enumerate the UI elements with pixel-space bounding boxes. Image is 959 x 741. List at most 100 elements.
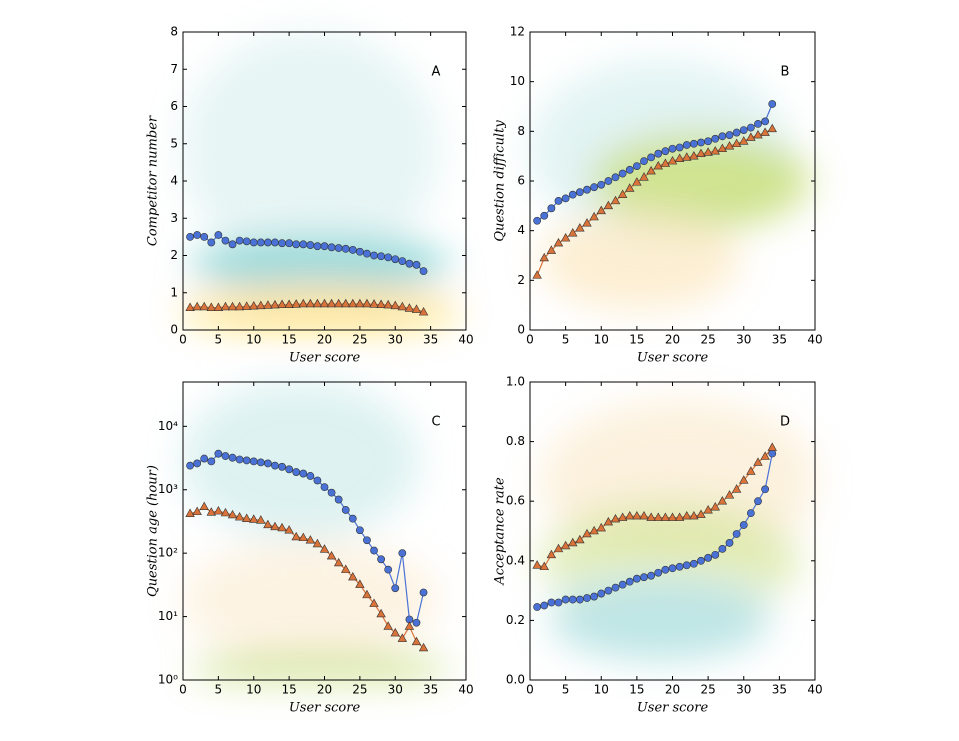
- x-tick-label: 35: [772, 683, 787, 697]
- triangle-marker: [369, 299, 379, 308]
- triangle-marker: [682, 510, 692, 520]
- circle-marker: [348, 514, 357, 523]
- circle-marker: [618, 580, 627, 589]
- circle-marker: [540, 211, 549, 220]
- triangle-marker: [213, 506, 224, 515]
- triangle-marker: [703, 505, 713, 514]
- triangle-marker: [241, 513, 252, 522]
- y-tick-label: 0.8: [506, 434, 525, 448]
- circle-marker: [348, 246, 357, 254]
- x-tick-label: 10: [246, 683, 261, 697]
- circle-marker: [754, 497, 762, 506]
- triangle-marker: [589, 525, 599, 535]
- x-axis-label: User score: [289, 701, 361, 716]
- circle-marker: [278, 239, 286, 248]
- circle-marker: [228, 240, 237, 249]
- circle-marker: [725, 539, 734, 547]
- triangle-marker: [674, 512, 685, 521]
- triangle-marker: [660, 512, 671, 521]
- y-tick-label: 10: [510, 74, 525, 88]
- triangle-marker: [383, 299, 393, 309]
- circle-marker: [355, 247, 364, 256]
- triangle-marker: [291, 531, 301, 541]
- triangle-marker: [319, 544, 330, 553]
- triangle-marker: [753, 457, 763, 466]
- y-tick-label: 4: [170, 174, 178, 188]
- x-tick-label: 20: [665, 333, 680, 347]
- triangle-marker: [333, 298, 344, 308]
- y-tick-label: 0: [170, 323, 178, 337]
- x-tick-label: 10: [594, 683, 609, 697]
- triangle-marker: [625, 183, 635, 192]
- x-tick-label: 20: [317, 683, 332, 697]
- triangle-marker: [553, 543, 564, 553]
- circle-marker: [391, 584, 400, 593]
- circle-marker: [533, 216, 542, 225]
- y-tick-label: 10³: [158, 482, 178, 496]
- circle-marker: [370, 251, 378, 260]
- triangle-marker: [646, 512, 656, 521]
- circle-marker: [313, 242, 322, 251]
- triangle-marker: [617, 189, 628, 198]
- circle-marker: [568, 595, 577, 604]
- triangle-marker: [767, 442, 777, 451]
- y-tick-label: 6: [517, 174, 525, 188]
- circle-marker: [768, 449, 777, 458]
- triangle-marker: [305, 298, 316, 308]
- triangle-marker: [362, 298, 372, 308]
- x-tick-label: 35: [423, 333, 438, 347]
- triangle-marker: [206, 507, 217, 516]
- triangle-marker: [227, 301, 238, 311]
- triangle-marker: [696, 509, 706, 518]
- x-tick-label: 0: [179, 333, 187, 347]
- triangle-marker: [249, 514, 259, 523]
- triangle-marker: [653, 512, 663, 521]
- triangle-marker: [575, 223, 585, 232]
- circle-marker: [327, 243, 336, 252]
- triangle-marker: [653, 160, 663, 170]
- triangle-marker: [270, 299, 280, 309]
- circle-marker: [697, 138, 705, 147]
- circle-marker: [242, 456, 251, 465]
- circle-marker: [561, 194, 570, 203]
- circle-marker: [186, 461, 194, 470]
- circle-marker: [391, 255, 400, 264]
- circle-marker: [632, 574, 641, 583]
- triangle-marker: [390, 300, 400, 310]
- circle-marker: [370, 546, 378, 555]
- triangle-marker: [234, 512, 245, 521]
- triangle-marker: [241, 301, 252, 310]
- circle-marker: [583, 594, 591, 602]
- circle-marker: [547, 598, 556, 607]
- triangle-marker: [717, 496, 728, 505]
- circle-marker: [412, 260, 421, 269]
- triangle-marker: [234, 301, 245, 311]
- circle-marker: [718, 544, 727, 553]
- y-tick-label: 8: [517, 124, 525, 138]
- circle-marker: [306, 241, 315, 249]
- circle-marker: [207, 457, 216, 466]
- triangle-marker: [560, 540, 571, 550]
- circle-marker: [611, 583, 620, 592]
- x-axis-label: User score: [289, 351, 361, 366]
- circle-marker: [256, 458, 265, 467]
- triangle-marker: [192, 301, 202, 311]
- y-tick-label: 1.0: [506, 375, 525, 389]
- triangle-marker: [539, 252, 549, 262]
- circle-marker: [193, 459, 202, 468]
- circle-marker: [377, 555, 385, 564]
- triangle-marker: [582, 218, 592, 227]
- circle-marker: [625, 165, 634, 174]
- y-tick-label: 6: [170, 99, 178, 113]
- panel-letter: D: [780, 415, 790, 430]
- circle-marker: [675, 562, 684, 571]
- triangle-marker: [724, 490, 735, 499]
- triangle-marker: [404, 621, 415, 630]
- triangle-marker: [263, 300, 273, 309]
- y-tick-label: 10⁰: [158, 673, 178, 687]
- circle-marker: [313, 476, 322, 485]
- circle-marker: [597, 180, 606, 189]
- triangle-marker: [312, 538, 323, 548]
- x-tick-label: 5: [215, 683, 223, 697]
- circle-marker: [618, 169, 627, 178]
